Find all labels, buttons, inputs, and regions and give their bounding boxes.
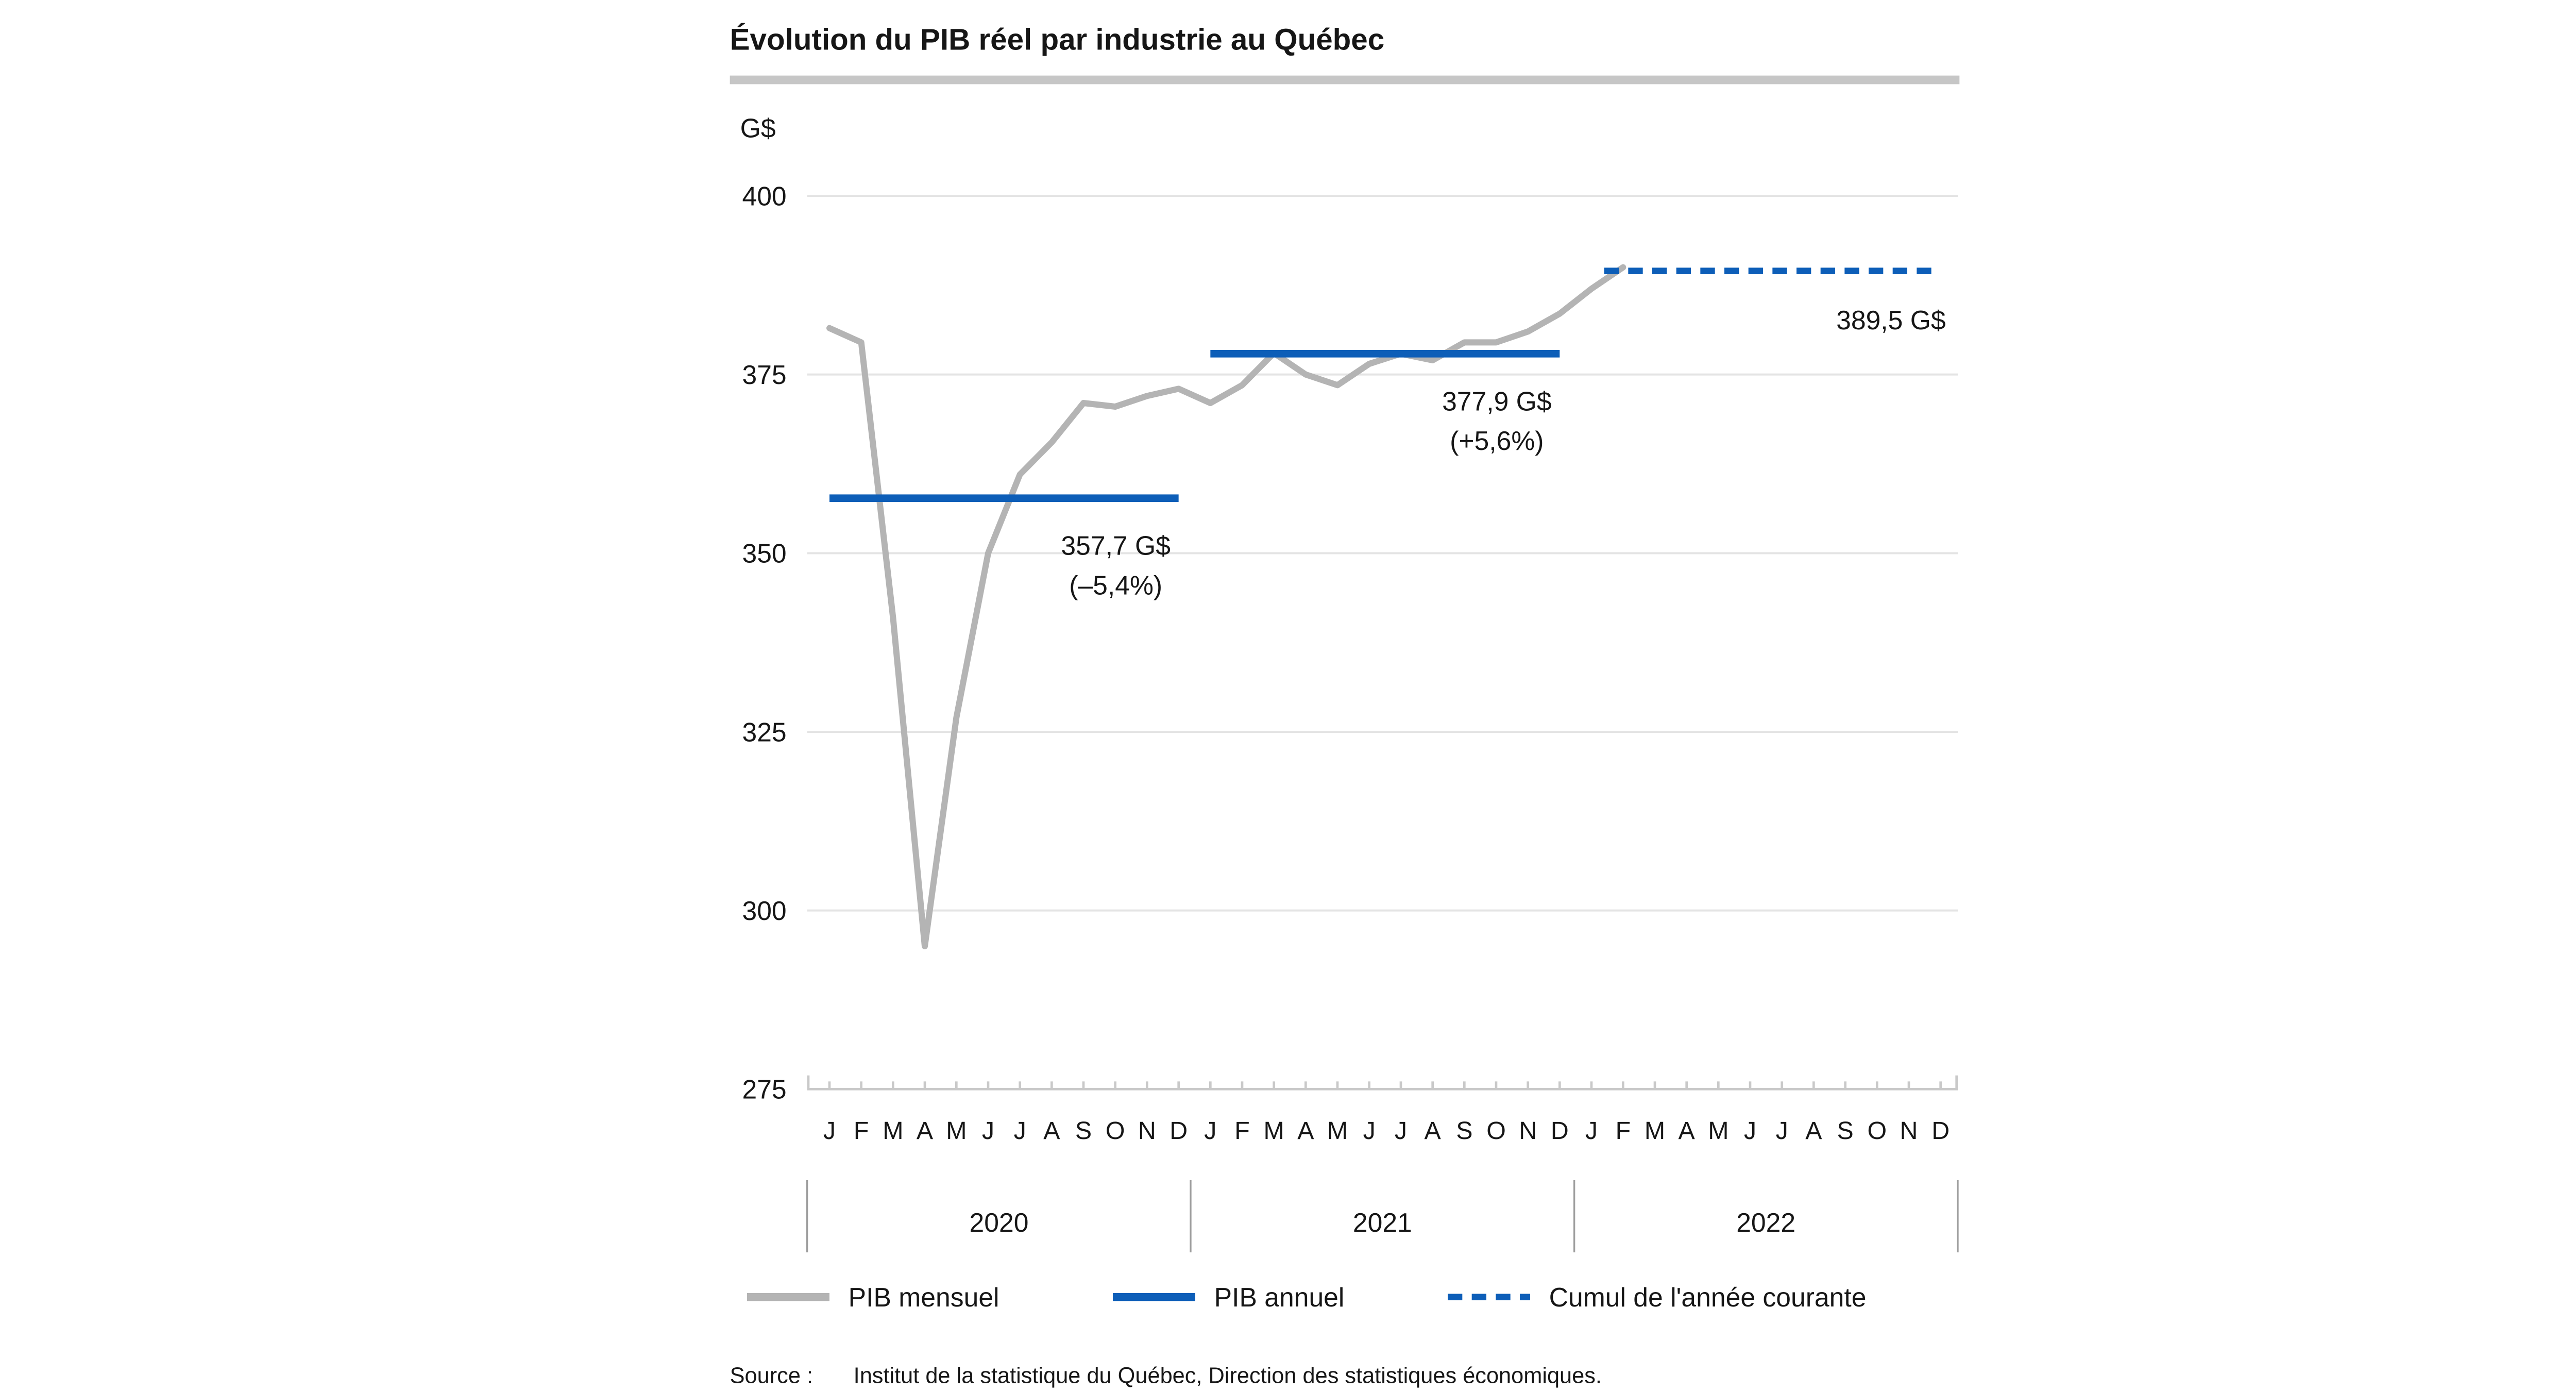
x-month-label-34: N bbox=[1900, 1117, 1918, 1145]
x-month-label-15: A bbox=[1297, 1117, 1314, 1145]
year-label-2020: 2020 bbox=[970, 1208, 1029, 1237]
x-month-label-9: O bbox=[1106, 1117, 1125, 1145]
source-prefix: Source : bbox=[730, 1363, 813, 1388]
x-month-label-11: D bbox=[1170, 1117, 1188, 1145]
x-month-label-18: J bbox=[1395, 1117, 1407, 1145]
value-annotations: 357,7 G$ (–5,4%) 377,9 G$ (+5,6%) 389,5 G$ bbox=[1061, 305, 1945, 600]
source-text: Institut de la statistique du Québec, Di… bbox=[854, 1363, 1602, 1388]
x-month-label-32: S bbox=[1837, 1117, 1854, 1145]
monthly-gdp-line bbox=[826, 264, 1626, 949]
x-month-label-25: F bbox=[1616, 1117, 1631, 1145]
x-month-label-29: J bbox=[1744, 1117, 1756, 1145]
x-month-label-27: A bbox=[1679, 1117, 1696, 1145]
y-tick-label-375: 375 bbox=[742, 360, 786, 390]
year-axis-row: 2020 2021 2022 bbox=[806, 1180, 1959, 1252]
y-tick-label-350: 350 bbox=[742, 539, 786, 568]
x-month-label-31: A bbox=[1805, 1117, 1822, 1145]
x-month-label-3: A bbox=[917, 1117, 934, 1145]
annual-value-label-2020: 357,7 G$ bbox=[1061, 531, 1171, 561]
x-month-label-8: S bbox=[1075, 1117, 1092, 1145]
y-tick-label-325: 325 bbox=[742, 717, 786, 747]
x-month-label-20: S bbox=[1456, 1117, 1472, 1145]
gridlines bbox=[807, 194, 1958, 912]
x-month-label-6: J bbox=[1014, 1117, 1026, 1145]
legend-label-2: Cumul de l'année courante bbox=[1549, 1282, 1867, 1312]
chart-series bbox=[826, 264, 1941, 949]
y-axis-unit-label: G$ bbox=[740, 113, 776, 143]
chart-legend: PIB mensuel PIB annuel Cumul de l'année co… bbox=[747, 1282, 1866, 1312]
x-month-label-16: M bbox=[1327, 1117, 1348, 1145]
x-month-label-7: A bbox=[1043, 1117, 1060, 1145]
x-month-label-2: M bbox=[883, 1117, 903, 1145]
x-month-label-23: D bbox=[1551, 1117, 1569, 1145]
y-tick-label-300: 300 bbox=[742, 896, 786, 926]
x-month-label-4: M bbox=[946, 1117, 967, 1145]
year-label-2022: 2022 bbox=[1736, 1208, 1795, 1237]
chart-title: Évolution du PIB réel par industrie au Q… bbox=[730, 23, 1384, 57]
x-month-label-13: F bbox=[1234, 1117, 1250, 1145]
year-label-2021: 2021 bbox=[1353, 1208, 1412, 1237]
x-month-label-28: M bbox=[1708, 1117, 1728, 1145]
y-tick-label-275: 275 bbox=[742, 1075, 786, 1104]
x-month-label-35: D bbox=[1931, 1117, 1950, 1145]
x-month-label-10: N bbox=[1138, 1117, 1156, 1145]
annual-change-label-2020: (–5,4%) bbox=[1069, 570, 1162, 600]
x-month-label-12: J bbox=[1204, 1117, 1216, 1145]
x-month-label-26: M bbox=[1645, 1117, 1665, 1145]
x-month-label-24: J bbox=[1585, 1117, 1598, 1145]
y-axis-labels: 275 300 325 350 375 400 bbox=[742, 181, 786, 1104]
annual-change-label-2021: (+5,6%) bbox=[1450, 426, 1544, 456]
x-month-label-19: A bbox=[1425, 1117, 1442, 1145]
legend-label-0: PIB mensuel bbox=[849, 1282, 999, 1312]
x-month-label-5: J bbox=[982, 1117, 994, 1145]
annual-value-label-2021: 377,9 G$ bbox=[1442, 386, 1552, 416]
x-month-label-0: J bbox=[823, 1117, 836, 1145]
x-month-label-30: J bbox=[1776, 1117, 1788, 1145]
x-month-label-1: F bbox=[854, 1117, 869, 1145]
x-month-label-14: M bbox=[1264, 1117, 1284, 1145]
legend-label-1: PIB annuel bbox=[1214, 1282, 1345, 1312]
x-month-label-22: N bbox=[1519, 1117, 1537, 1145]
y-tick-label-400: 400 bbox=[742, 181, 786, 211]
x-month-label-17: J bbox=[1363, 1117, 1376, 1145]
x-month-label-21: O bbox=[1486, 1117, 1506, 1145]
ytd-value-label: 389,5 G$ bbox=[1836, 305, 1946, 335]
x-month-label-33: O bbox=[1868, 1117, 1887, 1145]
